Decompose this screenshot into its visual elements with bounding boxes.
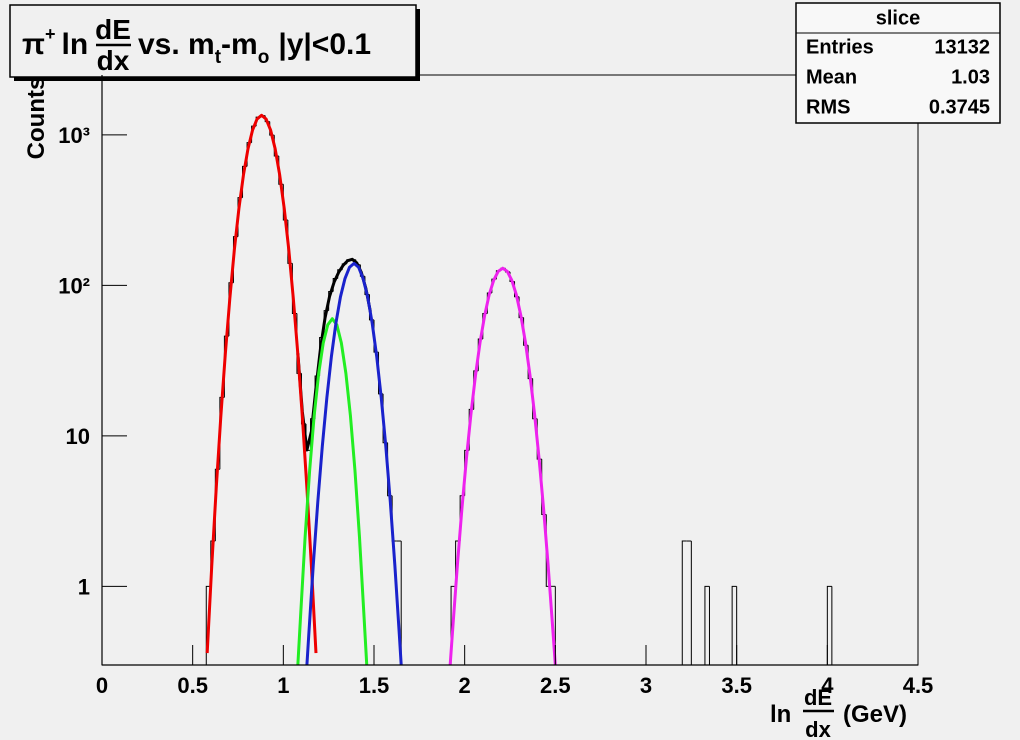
x-tick-label: 1: [277, 673, 289, 698]
histogram-bin: [708, 586, 733, 665]
x-axis-label: ln: [770, 701, 791, 728]
stats-label: RMS: [806, 96, 850, 118]
y-tick-label: 10: [66, 424, 90, 449]
x-axis-label: dE: [804, 685, 832, 710]
title-part: -m: [221, 28, 258, 61]
title-part: |y|<0.1: [278, 28, 371, 61]
stats-value: 13132: [934, 36, 990, 58]
x-tick-label: 2.5: [540, 673, 571, 698]
stats-box: [795, 2, 1001, 124]
title-part: π: [22, 28, 45, 61]
fit-curve: [448, 266, 557, 665]
title-part: o: [258, 47, 270, 68]
x-tick-label: 2: [459, 673, 471, 698]
title-part: dx: [97, 45, 130, 76]
stats-rows: Entries 13132 Mean 1.03 RMS 0.3745: [806, 36, 990, 118]
title-part: ln: [61, 28, 88, 61]
title-box: [9, 4, 417, 78]
y-tick-label: 10³: [58, 123, 90, 148]
fit-curve: [205, 113, 318, 654]
histogram-bin: [826, 585, 832, 665]
x-axis-label: (GeV): [843, 701, 907, 728]
y-tick-label: 1: [78, 574, 90, 599]
plot-frame: [101, 74, 919, 666]
x-axis-label: dx: [805, 717, 831, 740]
chart-title: π+ ln: [22, 24, 88, 61]
x-tick-label: 0.5: [177, 673, 208, 698]
histogram-bin: [554, 586, 560, 665]
histogram-bin: [681, 540, 687, 665]
x-tick-label: 3: [640, 673, 652, 698]
title-part: t: [215, 47, 222, 68]
histogram-bin: [400, 541, 406, 665]
x-tick-label: 4: [821, 673, 834, 698]
title-part: vs. m: [138, 28, 215, 61]
chart-title: vs. mt-mo |y|<0.1: [138, 28, 371, 68]
histogram-bin: [690, 541, 705, 665]
stats-label: Mean: [806, 66, 857, 88]
stats-title: slice: [876, 7, 920, 29]
stats-value: 0.3745: [929, 96, 990, 118]
title-part: dE: [95, 14, 131, 45]
histogram-bin: [704, 585, 710, 665]
fit-curve: [305, 261, 403, 665]
histogram-bin: [831, 586, 918, 665]
title-part: +: [45, 24, 56, 44]
y-tick-label: 10²: [58, 273, 90, 298]
x-tick-label: 3.5: [721, 673, 752, 698]
plot-area: [102, 113, 918, 665]
histogram-bin: [731, 585, 737, 665]
x-tick-label: 1.5: [359, 673, 390, 698]
fit-curve: [296, 317, 369, 665]
y-axis-label: Counts: [23, 77, 50, 160]
stats-value: 1.03: [951, 66, 990, 88]
x-tick-label: 0: [96, 673, 108, 698]
histogram-bin: [736, 586, 828, 665]
x-tick-label: 4.5: [903, 673, 934, 698]
stats-label: Entries: [806, 36, 874, 58]
